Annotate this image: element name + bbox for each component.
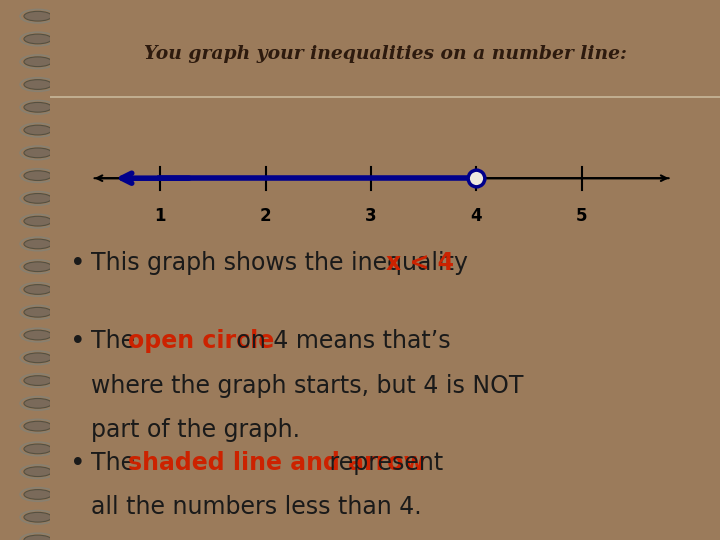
Ellipse shape <box>24 330 52 340</box>
Ellipse shape <box>24 193 52 203</box>
Ellipse shape <box>24 535 52 540</box>
Ellipse shape <box>24 239 52 249</box>
Text: x < 4: x < 4 <box>386 251 454 275</box>
Text: where the graph starts, but 4 is NOT: where the graph starts, but 4 is NOT <box>91 374 523 397</box>
Text: 2: 2 <box>260 207 271 225</box>
Ellipse shape <box>24 11 52 21</box>
Text: 5: 5 <box>576 207 588 225</box>
Ellipse shape <box>24 512 52 522</box>
Text: You graph your inequalities on a number line:: You graph your inequalities on a number … <box>144 45 626 63</box>
Ellipse shape <box>24 467 52 476</box>
Text: 3: 3 <box>365 207 377 225</box>
Ellipse shape <box>24 376 52 386</box>
Ellipse shape <box>24 399 52 408</box>
Ellipse shape <box>24 353 52 363</box>
Text: on 4 means that’s: on 4 means that’s <box>229 329 451 353</box>
Text: The: The <box>91 329 143 353</box>
Ellipse shape <box>24 444 52 454</box>
Text: The: The <box>91 451 143 475</box>
Ellipse shape <box>24 103 52 112</box>
Ellipse shape <box>24 262 52 272</box>
Text: shaded line and arrow: shaded line and arrow <box>127 451 425 475</box>
Text: all the numbers less than 4.: all the numbers less than 4. <box>91 495 421 519</box>
Ellipse shape <box>24 171 52 180</box>
Ellipse shape <box>24 490 52 500</box>
Text: 1: 1 <box>155 207 166 225</box>
Ellipse shape <box>24 148 52 158</box>
Text: part of the graph.: part of the graph. <box>91 418 300 442</box>
Text: •: • <box>71 329 86 355</box>
Ellipse shape <box>24 217 52 226</box>
Ellipse shape <box>24 421 52 431</box>
Text: •: • <box>71 451 86 477</box>
Text: This graph shows the inequality: This graph shows the inequality <box>91 251 475 275</box>
Ellipse shape <box>24 285 52 294</box>
Ellipse shape <box>24 307 52 317</box>
Ellipse shape <box>24 34 52 44</box>
Ellipse shape <box>24 125 52 135</box>
Text: represent: represent <box>322 451 443 475</box>
Text: •: • <box>71 251 86 277</box>
Ellipse shape <box>24 57 52 66</box>
Ellipse shape <box>24 80 52 90</box>
Text: open circle: open circle <box>127 329 274 353</box>
Text: 4: 4 <box>471 207 482 225</box>
